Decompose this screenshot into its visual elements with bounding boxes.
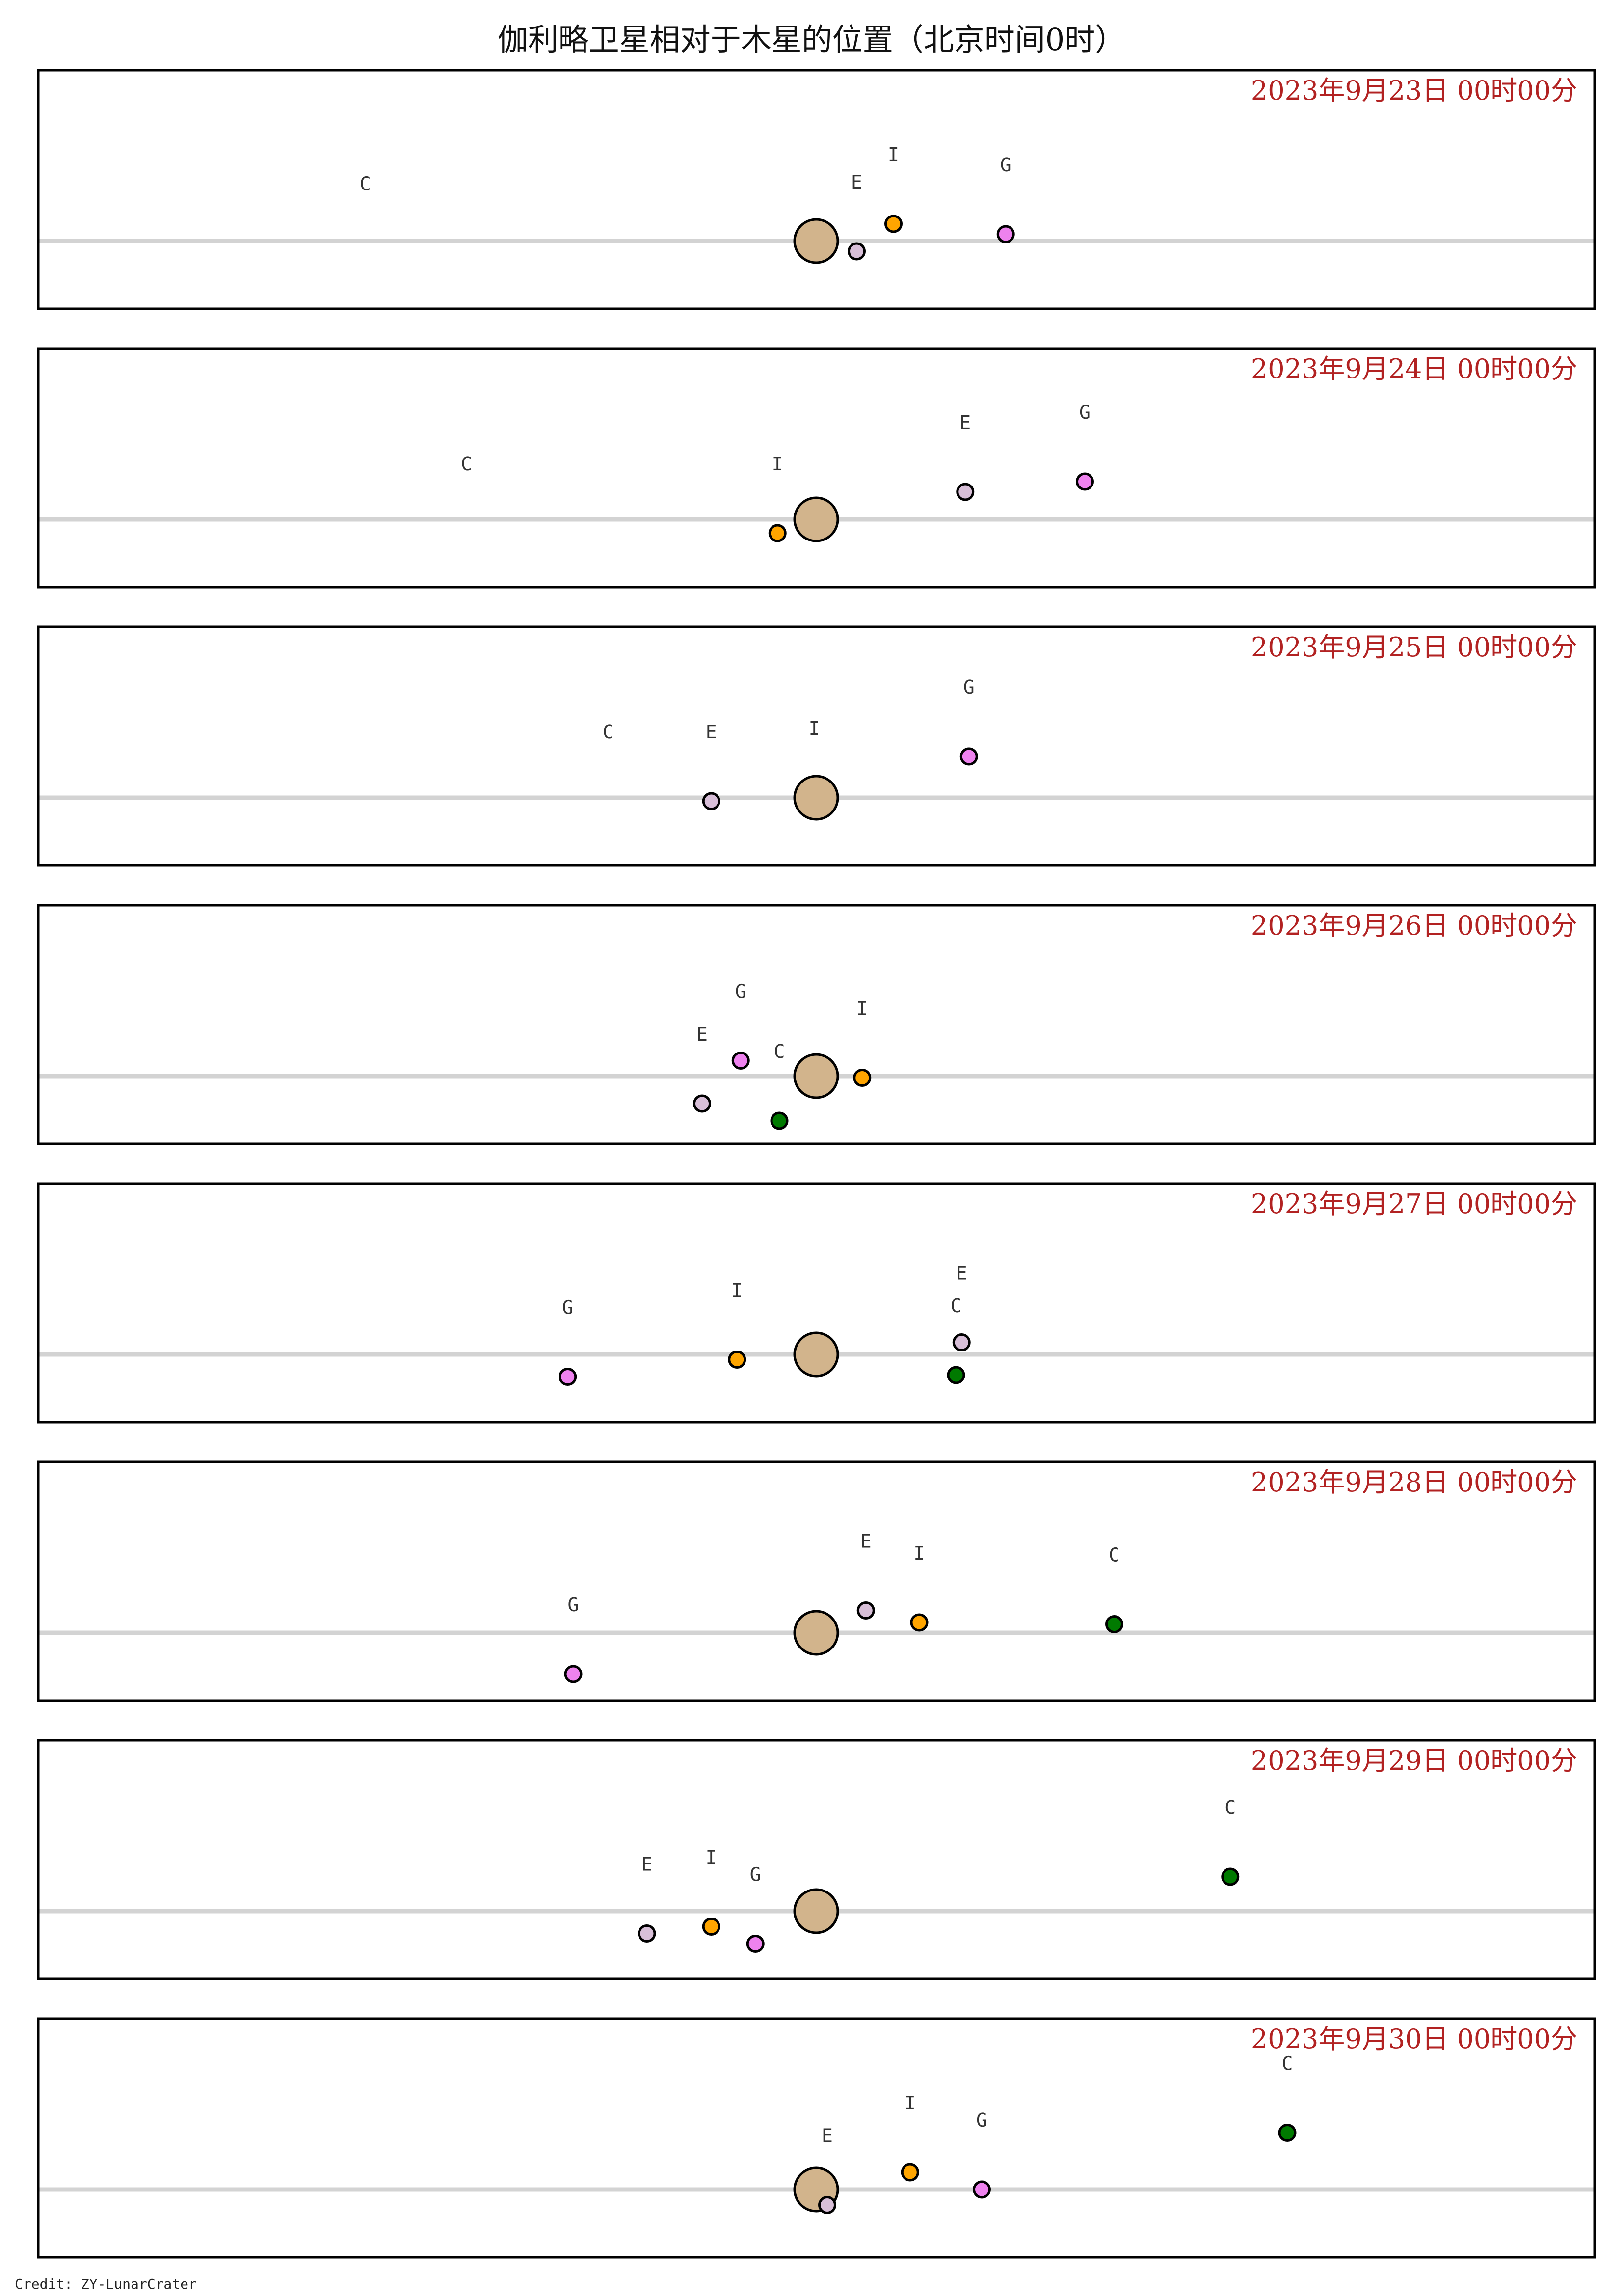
satellite-europa bbox=[952, 1333, 971, 1351]
satellite-label-ganymede: G bbox=[1000, 154, 1011, 176]
date-label: 2023年9月27日 00时00分 bbox=[1251, 1189, 1577, 1219]
satellite-callisto bbox=[1221, 1867, 1240, 1886]
date-label: 2023年9月26日 00时00分 bbox=[1251, 910, 1577, 941]
panel-1: C E I G 2023年9月23日 00时00分 bbox=[37, 69, 1596, 310]
satellite-label-io: I bbox=[856, 998, 868, 1020]
satellite-ganymede bbox=[731, 1052, 750, 1070]
satellite-label-europa: E bbox=[851, 171, 862, 193]
satellite-label-io: I bbox=[706, 1847, 717, 1868]
panel-frame bbox=[37, 2017, 1596, 2259]
satellite-europa bbox=[638, 1924, 656, 1943]
panel-6: G E I C 2023年9月28日 00时00分 bbox=[37, 1460, 1596, 1702]
satellite-label-callisto: C bbox=[774, 1041, 785, 1062]
jupiter-disk bbox=[793, 1888, 839, 1934]
satellite-europa bbox=[956, 483, 975, 501]
satellite-io bbox=[853, 1069, 872, 1087]
panel-frame bbox=[37, 1739, 1596, 1980]
panel-frame bbox=[37, 1460, 1596, 1702]
satellite-callisto bbox=[947, 1366, 965, 1384]
satellite-europa bbox=[848, 242, 866, 261]
date-label: 2023年9月29日 00时00分 bbox=[1251, 1745, 1577, 1776]
satellite-europa bbox=[693, 1094, 711, 1113]
credit-text: Credit: ZY-LunarCrater bbox=[15, 2276, 197, 2292]
satellite-io bbox=[884, 215, 903, 233]
satellite-label-europa: E bbox=[696, 1024, 708, 1045]
satellite-callisto bbox=[1278, 2124, 1297, 2142]
satellite-label-ganymede: G bbox=[735, 981, 746, 1002]
satellite-europa bbox=[702, 792, 720, 810]
panel-3: C E I G 2023年9月25日 00时00分 bbox=[37, 625, 1596, 867]
satellite-io bbox=[728, 1351, 746, 1369]
date-label: 2023年9月24日 00时00分 bbox=[1251, 353, 1577, 384]
satellite-callisto bbox=[770, 1111, 789, 1130]
satellite-ganymede bbox=[959, 747, 978, 766]
satellite-label-callisto: C bbox=[360, 173, 371, 195]
jupiter-disk bbox=[793, 1331, 839, 1378]
satellite-ganymede bbox=[559, 1368, 577, 1386]
satellite-label-io: I bbox=[731, 1280, 743, 1301]
jupiter-disk bbox=[793, 218, 839, 264]
satellite-label-io: I bbox=[772, 453, 783, 475]
satellite-io bbox=[901, 2163, 919, 2182]
panel-frame bbox=[37, 69, 1596, 310]
satellite-io bbox=[910, 1613, 929, 1632]
date-label: 2023年9月28日 00时00分 bbox=[1251, 1467, 1577, 1498]
jupiter-disk bbox=[793, 496, 839, 542]
satellite-europa bbox=[856, 1601, 875, 1620]
panel-frame bbox=[37, 347, 1596, 589]
satellite-label-callisto: C bbox=[1282, 2053, 1293, 2075]
satellite-label-europa: E bbox=[641, 1854, 653, 1875]
satellite-io bbox=[768, 524, 787, 542]
satellite-label-europa: E bbox=[956, 1263, 967, 1284]
panel-frame bbox=[37, 625, 1596, 867]
satellite-label-io: I bbox=[905, 2092, 916, 2114]
satellite-label-europa: E bbox=[959, 412, 971, 433]
satellite-label-europa: E bbox=[860, 1531, 872, 1552]
satellite-label-ganymede: G bbox=[976, 2109, 987, 2131]
satellite-label-callisto: C bbox=[1109, 1544, 1120, 1566]
satellite-label-ganymede: G bbox=[963, 676, 975, 698]
satellite-label-io: I bbox=[914, 1542, 925, 1564]
satellite-label-callisto: C bbox=[1224, 1797, 1236, 1818]
date-label: 2023年9月23日 00时00分 bbox=[1251, 75, 1577, 106]
satellite-label-callisto: C bbox=[951, 1295, 962, 1317]
jupiter-disk bbox=[793, 1610, 839, 1656]
date-label: 2023年9月30日 00时00分 bbox=[1251, 2024, 1577, 2054]
satellite-callisto bbox=[1105, 1615, 1123, 1633]
satellite-europa bbox=[818, 2196, 836, 2214]
date-label: 2023年9月25日 00时00分 bbox=[1251, 632, 1577, 663]
satellite-label-ganymede: G bbox=[568, 1594, 579, 1616]
satellite-label-europa: E bbox=[706, 721, 717, 743]
satellite-label-io: I bbox=[809, 718, 820, 739]
panel-5: G I EC 2023年9月27日 00时00分 bbox=[37, 1182, 1596, 1424]
panel-frame bbox=[37, 1182, 1596, 1424]
satellite-ganymede bbox=[996, 225, 1015, 243]
panel-frame bbox=[37, 904, 1596, 1145]
satellite-label-callisto: C bbox=[461, 453, 472, 475]
satellite-io bbox=[702, 1918, 720, 1936]
satellite-label-ganymede: G bbox=[1079, 402, 1091, 423]
satellite-label-io: I bbox=[888, 144, 899, 165]
satellite-ganymede bbox=[973, 2180, 991, 2199]
satellite-label-europa: E bbox=[822, 2125, 833, 2147]
panel-4: E G C I 2023年9月26日 00时00分 bbox=[37, 904, 1596, 1145]
jupiter-disk bbox=[793, 775, 839, 821]
jupiter-disk bbox=[793, 1053, 839, 1099]
satellite-ganymede bbox=[564, 1665, 583, 1683]
panel-7: E I G C 2023年9月29日 00时00分 bbox=[37, 1739, 1596, 1980]
panel-2: C I E G 2023年9月24日 00时00分 bbox=[37, 347, 1596, 589]
satellite-ganymede bbox=[746, 1935, 765, 1953]
satellite-ganymede bbox=[1076, 472, 1094, 491]
satellite-label-ganymede: G bbox=[562, 1297, 573, 1319]
page-title: 伽利略卫星相对于木星的位置（北京时间0时） bbox=[497, 22, 1126, 57]
satellite-label-callisto: C bbox=[603, 721, 614, 743]
satellite-label-ganymede: G bbox=[750, 1864, 761, 1886]
